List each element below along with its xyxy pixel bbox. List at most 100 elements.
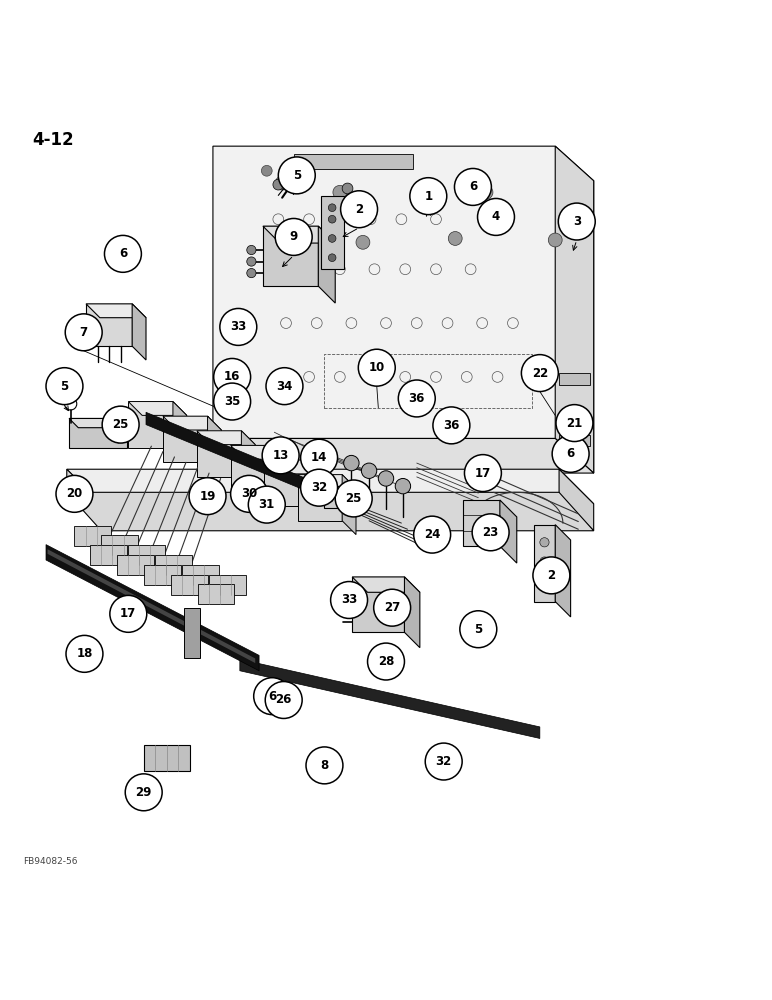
Polygon shape [185,608,200,658]
Circle shape [66,635,103,672]
Text: 6: 6 [268,690,276,703]
Circle shape [449,232,462,245]
Polygon shape [74,526,111,546]
Circle shape [266,368,303,405]
Text: 5: 5 [474,623,482,636]
Circle shape [558,203,595,240]
Polygon shape [117,555,154,575]
Text: 17: 17 [475,467,491,480]
Circle shape [414,516,451,553]
Text: 8: 8 [320,759,329,772]
Circle shape [425,743,462,780]
Polygon shape [182,565,219,585]
Circle shape [455,168,492,205]
Text: 32: 32 [435,755,452,768]
Text: 21: 21 [567,417,583,430]
Polygon shape [320,196,344,269]
Circle shape [358,349,395,386]
Text: FB94082-56: FB94082-56 [23,857,77,866]
Circle shape [465,455,501,492]
Polygon shape [499,500,516,563]
Text: 33: 33 [341,593,357,606]
Circle shape [300,469,337,506]
Circle shape [410,178,447,215]
Polygon shape [69,418,127,448]
Circle shape [262,437,299,474]
Text: 22: 22 [532,367,548,380]
Circle shape [220,308,257,345]
Circle shape [361,463,377,478]
Text: 16: 16 [224,370,240,383]
Circle shape [335,480,372,517]
Polygon shape [66,469,594,504]
Circle shape [110,595,147,632]
Polygon shape [163,416,208,462]
Circle shape [266,682,302,718]
Polygon shape [309,460,323,520]
Circle shape [189,478,226,515]
Polygon shape [46,545,259,671]
Text: 25: 25 [346,492,362,505]
Circle shape [340,191,378,228]
Polygon shape [146,412,332,502]
Circle shape [378,471,394,486]
Polygon shape [231,445,276,492]
Polygon shape [90,545,127,565]
Text: 27: 27 [384,601,400,614]
Circle shape [333,185,347,199]
Polygon shape [352,577,420,592]
Circle shape [284,165,295,176]
Circle shape [262,165,273,176]
Text: 5: 5 [293,169,301,182]
Text: 35: 35 [224,395,240,408]
Text: 28: 28 [378,655,394,668]
Circle shape [460,611,496,648]
Polygon shape [559,469,594,531]
Circle shape [214,383,251,420]
Circle shape [231,475,268,512]
Text: 25: 25 [113,418,129,431]
Circle shape [395,478,411,494]
Circle shape [330,582,367,618]
Circle shape [102,406,139,443]
Text: 3: 3 [573,215,581,228]
Text: 2: 2 [547,569,555,582]
Circle shape [46,368,83,405]
Polygon shape [173,402,187,462]
Circle shape [540,538,549,547]
Text: 30: 30 [241,487,257,500]
Polygon shape [48,549,256,663]
Text: 6: 6 [567,447,574,460]
Polygon shape [213,146,594,473]
Circle shape [521,355,558,392]
Polygon shape [240,659,540,738]
Circle shape [120,258,131,268]
Circle shape [104,235,141,272]
Polygon shape [276,445,289,505]
Polygon shape [231,445,289,459]
Polygon shape [242,431,256,491]
Text: 36: 36 [408,392,425,405]
Circle shape [469,179,480,190]
Polygon shape [324,486,361,508]
Polygon shape [144,565,181,585]
Polygon shape [163,416,222,430]
Text: 1: 1 [425,190,432,203]
Circle shape [344,455,359,471]
Circle shape [247,257,256,266]
Circle shape [433,407,470,444]
Text: 17: 17 [120,607,137,620]
Text: 33: 33 [230,320,246,333]
Polygon shape [533,525,555,602]
Text: 6: 6 [119,247,127,260]
Circle shape [328,235,336,242]
Polygon shape [101,535,138,555]
Circle shape [548,233,562,247]
Polygon shape [208,416,222,476]
Circle shape [540,557,549,566]
Polygon shape [132,304,146,360]
Text: 13: 13 [273,449,289,462]
Polygon shape [555,146,594,473]
Text: 20: 20 [66,487,83,500]
Circle shape [276,176,289,190]
